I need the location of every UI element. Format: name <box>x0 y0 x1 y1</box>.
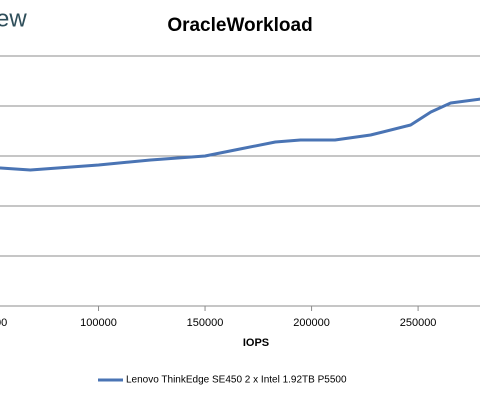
x-axis-label: IOPS <box>243 337 269 349</box>
x-tick-label: 50000 <box>0 317 7 329</box>
x-tick-label: 250000 <box>400 317 437 329</box>
logo: ew <box>0 5 27 32</box>
chart-title: OracleWorkload <box>167 15 312 36</box>
x-tick-label: 150000 <box>187 317 224 329</box>
series-line <box>0 97 480 172</box>
x-tick-label: 100000 <box>80 317 117 329</box>
legend-label: Lenovo ThinkEdge SE450 2 x Intel 1.92TB … <box>126 375 347 386</box>
x-tick-label: 200000 <box>293 317 330 329</box>
